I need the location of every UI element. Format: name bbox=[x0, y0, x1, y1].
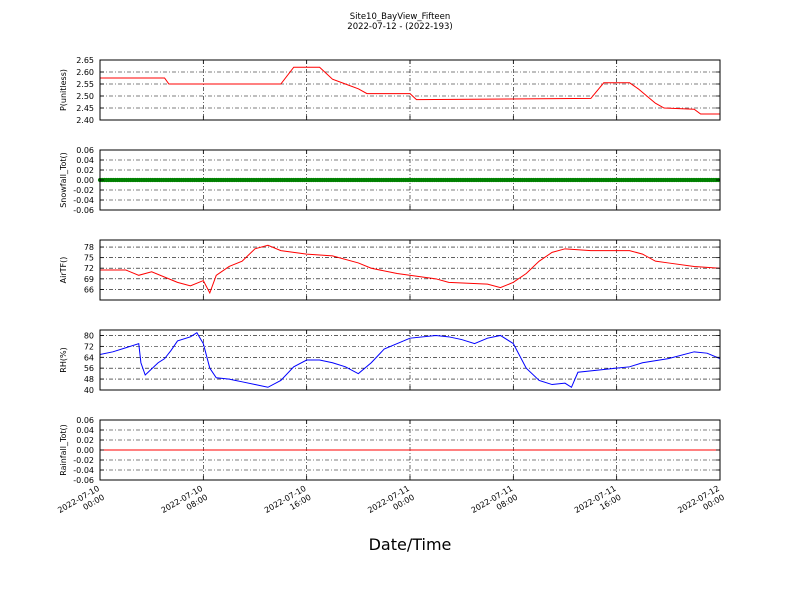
y-tick-label: 0.02 bbox=[76, 436, 94, 445]
y-tick-label: 0.04 bbox=[76, 426, 94, 435]
y-tick-label: 75 bbox=[84, 254, 94, 263]
y-tick-label: 80 bbox=[84, 331, 94, 340]
y-tick-label: 2.55 bbox=[76, 80, 94, 89]
y-tick-label: 40 bbox=[84, 386, 94, 395]
y-tick-label: 72 bbox=[84, 342, 94, 351]
y-tick-label: 56 bbox=[84, 364, 94, 373]
subplot-4: 40 48 56 64 72 80 RH(%) bbox=[59, 329, 721, 395]
chart-title-line2: 2022-07-12 - (2022-193) bbox=[347, 22, 452, 32]
y-tick-label: 69 bbox=[84, 275, 94, 284]
y-tick-label: 64 bbox=[84, 353, 94, 362]
y-tick-label: 2.60 bbox=[76, 68, 94, 77]
y-tick-label: -0.04 bbox=[73, 466, 94, 475]
y-tick-label: 66 bbox=[84, 285, 94, 294]
y-tick-label: 0.00 bbox=[76, 446, 94, 455]
subplot-2: -0.06-0.04-0.020.000.020.040.06 Snowfall_… bbox=[59, 146, 721, 215]
y-tick-label: -0.02 bbox=[73, 456, 94, 465]
y-tick-label: 78 bbox=[84, 243, 94, 252]
chart-title-line1: Site10_BayView_Fifteen bbox=[350, 12, 451, 22]
y-axis-label: AirTF() bbox=[59, 257, 68, 284]
y-tick-label: 0.00 bbox=[76, 176, 94, 185]
y-axis-label: RH(%) bbox=[59, 347, 68, 372]
y-tick-label: 0.06 bbox=[76, 146, 94, 155]
data-series-line bbox=[100, 66, 720, 115]
y-tick-label: 0.04 bbox=[76, 156, 94, 165]
subplot-panels: 2.40 2.45 2.50 2.55 2.60 2.65 P(unitless) -0.06… bbox=[59, 56, 721, 485]
x-axis-label: Date/Time bbox=[369, 535, 452, 554]
y-tick-label: 0.06 bbox=[76, 416, 94, 425]
y-tick-label: 2.50 bbox=[76, 92, 94, 101]
y-tick-label: -0.02 bbox=[73, 186, 94, 195]
y-axis-label: Snowfall_Tot() bbox=[59, 152, 68, 208]
data-series-line bbox=[100, 244, 721, 295]
y-tick-label: 0.02 bbox=[76, 166, 94, 175]
data-series-line bbox=[99, 332, 721, 389]
y-axis-label: P(unitless) bbox=[59, 69, 68, 111]
y-tick-label: -0.06 bbox=[73, 476, 94, 485]
y-tick-label: -0.04 bbox=[73, 196, 94, 205]
subplot-1: 2.40 2.45 2.50 2.55 2.60 2.65 P(unitless) bbox=[59, 56, 721, 125]
y-tick-label: 2.45 bbox=[76, 104, 94, 113]
y-tick-label: 48 bbox=[84, 375, 94, 384]
y-axis-label: Rainfall_Tot() bbox=[59, 424, 68, 476]
y-tick-label: -0.06 bbox=[73, 206, 94, 215]
y-tick-label: 72 bbox=[84, 264, 94, 273]
subplot-5: -0.06-0.04-0.020.000.020.040.06 Rainfall_… bbox=[59, 416, 721, 485]
y-tick-label: 2.65 bbox=[76, 56, 94, 65]
y-tick-label: 2.40 bbox=[76, 116, 94, 125]
